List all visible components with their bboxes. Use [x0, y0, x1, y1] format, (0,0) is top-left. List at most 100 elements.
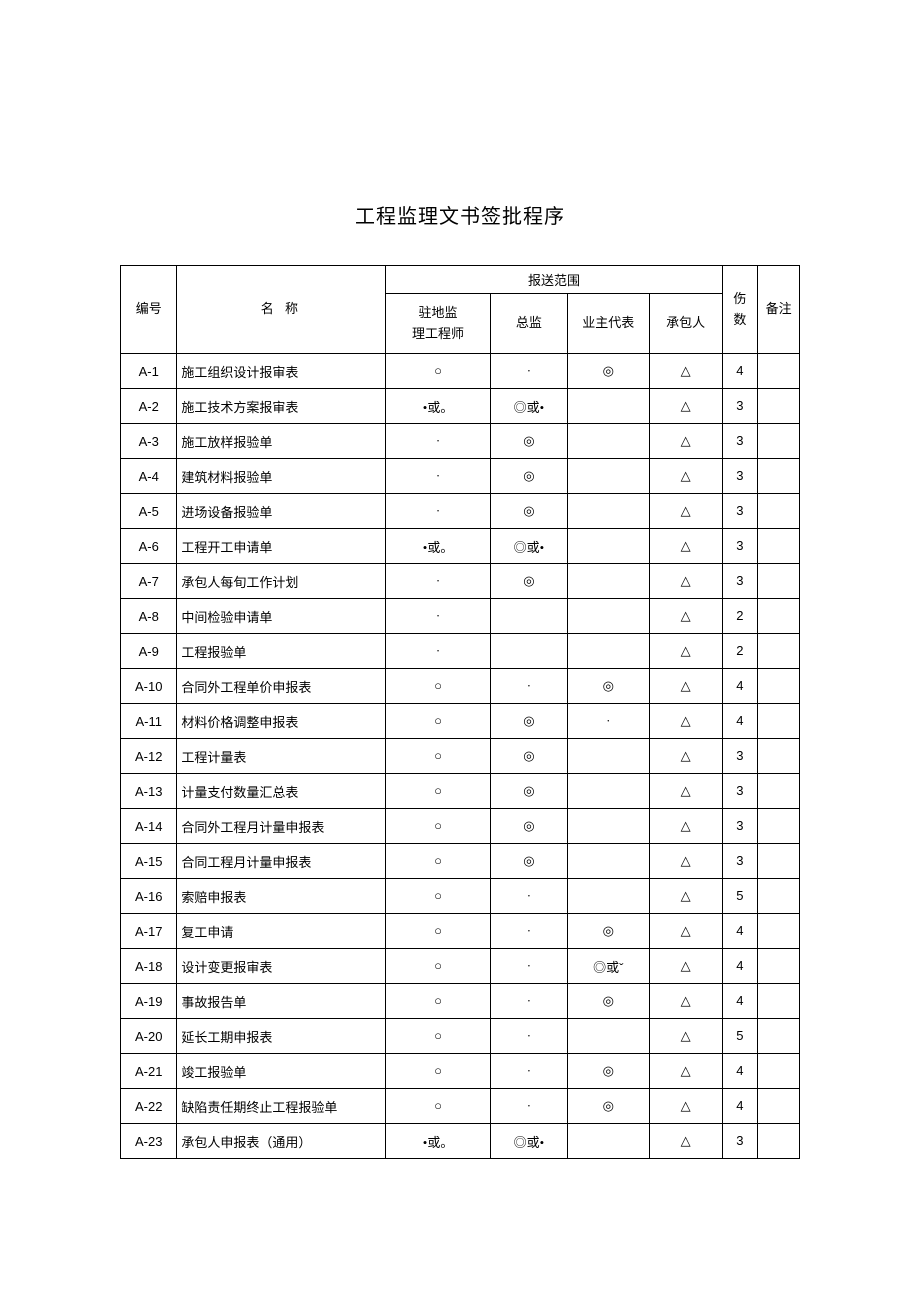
cell-eng4: △: [649, 949, 722, 984]
cell-eng2: ◎: [490, 564, 567, 599]
cell-remark: [758, 949, 800, 984]
cell-eng1: ·: [386, 424, 490, 459]
cell-remark: [758, 599, 800, 634]
cell-count: 4: [722, 669, 758, 704]
cell-eng4: △: [649, 1019, 722, 1054]
cell-count: 3: [722, 739, 758, 774]
cell-eng4: △: [649, 669, 722, 704]
cell-eng4: △: [649, 599, 722, 634]
cell-eng1: ○: [386, 914, 490, 949]
cell-eng3: [568, 809, 649, 844]
cell-count: 4: [722, 949, 758, 984]
page-title: 工程监理文书签批程序: [120, 200, 800, 229]
col-eng3: 业主代表: [568, 294, 649, 354]
cell-eng3: [568, 844, 649, 879]
cell-remark: [758, 669, 800, 704]
cell-eng3: ◎: [568, 984, 649, 1019]
cell-count: 4: [722, 914, 758, 949]
cell-num: A-17: [121, 914, 177, 949]
cell-name: 进场设备报验单: [177, 494, 386, 529]
col-eng4: 承包人: [649, 294, 722, 354]
cell-name: 施工放样报验单: [177, 424, 386, 459]
cell-eng4: △: [649, 879, 722, 914]
cell-name: 设计变更报审表: [177, 949, 386, 984]
table-row: A-23承包人申报表（通用）•或。◎或•△3: [121, 1124, 800, 1159]
cell-eng2: ◎: [490, 424, 567, 459]
cell-eng2: ◎: [490, 704, 567, 739]
cell-eng3: ◎: [568, 354, 649, 389]
cell-eng3: [568, 634, 649, 669]
cell-eng2: ◎: [490, 459, 567, 494]
cell-eng2: ◎: [490, 774, 567, 809]
cell-eng4: △: [649, 1054, 722, 1089]
cell-name: 施工组织设计报审表: [177, 354, 386, 389]
cell-count: 4: [722, 1054, 758, 1089]
table-row: A-15合同工程月计量申报表○◎△3: [121, 844, 800, 879]
cell-remark: [758, 774, 800, 809]
cell-eng4: △: [649, 739, 722, 774]
cell-name: 工程报验单: [177, 634, 386, 669]
cell-name: 工程计量表: [177, 739, 386, 774]
cell-num: A-22: [121, 1089, 177, 1124]
cell-eng2: ·: [490, 1019, 567, 1054]
cell-eng4: △: [649, 634, 722, 669]
table-row: A-3施工放样报验单·◎△3: [121, 424, 800, 459]
cell-num: A-7: [121, 564, 177, 599]
cell-count: 3: [722, 389, 758, 424]
cell-num: A-18: [121, 949, 177, 984]
cell-num: A-4: [121, 459, 177, 494]
col-count: 伤数: [722, 266, 758, 354]
cell-count: 2: [722, 599, 758, 634]
table-row: A-5进场设备报验单·◎△3: [121, 494, 800, 529]
cell-remark: [758, 354, 800, 389]
table-row: A-20延长工期申报表○·△5: [121, 1019, 800, 1054]
col-scope-group: 报送范围: [386, 266, 722, 294]
cell-count: 4: [722, 1089, 758, 1124]
cell-num: A-9: [121, 634, 177, 669]
cell-count: 3: [722, 774, 758, 809]
cell-num: A-23: [121, 1124, 177, 1159]
cell-eng2: ·: [490, 879, 567, 914]
cell-eng4: △: [649, 1124, 722, 1159]
cell-eng2: ◎: [490, 739, 567, 774]
table-row: A-4建筑材料报验单·◎△3: [121, 459, 800, 494]
cell-name: 承包人申报表（通用）: [177, 1124, 386, 1159]
cell-num: A-6: [121, 529, 177, 564]
cell-count: 3: [722, 494, 758, 529]
cell-eng3: [568, 564, 649, 599]
cell-eng4: △: [649, 424, 722, 459]
cell-count: 5: [722, 879, 758, 914]
cell-eng1: •或。: [386, 1124, 490, 1159]
cell-remark: [758, 564, 800, 599]
table-row: A-11材料价格调整申报表○◎·△4: [121, 704, 800, 739]
cell-name: 施工技术方案报审表: [177, 389, 386, 424]
table-row: A-19事故报告单○·◎△4: [121, 984, 800, 1019]
cell-eng3: ◎: [568, 1089, 649, 1124]
cell-eng3: [568, 774, 649, 809]
cell-remark: [758, 1054, 800, 1089]
cell-count: 3: [722, 459, 758, 494]
cell-eng4: △: [649, 774, 722, 809]
cell-name: 延长工期申报表: [177, 1019, 386, 1054]
cell-count: 3: [722, 809, 758, 844]
cell-eng1: ○: [386, 984, 490, 1019]
cell-remark: [758, 459, 800, 494]
cell-num: A-2: [121, 389, 177, 424]
cell-num: A-3: [121, 424, 177, 459]
cell-num: A-1: [121, 354, 177, 389]
cell-remark: [758, 494, 800, 529]
cell-remark: [758, 529, 800, 564]
cell-eng1: ·: [386, 494, 490, 529]
cell-count: 3: [722, 844, 758, 879]
cell-remark: [758, 424, 800, 459]
cell-remark: [758, 984, 800, 1019]
table-row: A-21竣工报验单○·◎△4: [121, 1054, 800, 1089]
cell-count: 4: [722, 984, 758, 1019]
cell-num: A-16: [121, 879, 177, 914]
cell-name: 索赔申报表: [177, 879, 386, 914]
cell-eng1: ○: [386, 1054, 490, 1089]
cell-eng1: ·: [386, 564, 490, 599]
cell-name: 合同外工程单价申报表: [177, 669, 386, 704]
cell-num: A-12: [121, 739, 177, 774]
cell-remark: [758, 634, 800, 669]
